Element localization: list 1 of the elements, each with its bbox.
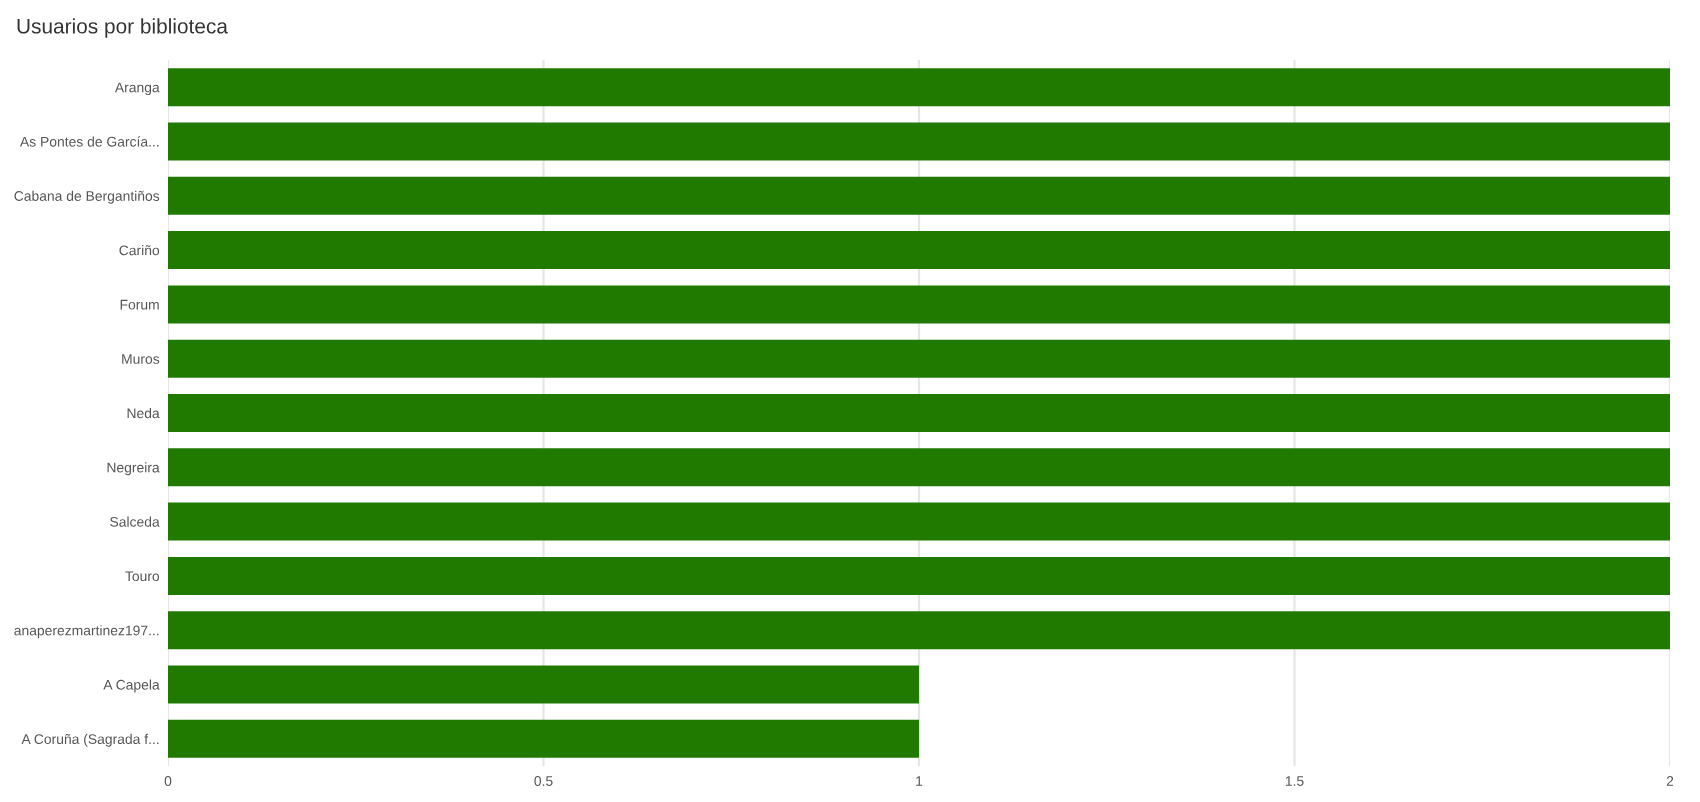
chart-title: Usuarios por biblioteca [17,18,228,38]
